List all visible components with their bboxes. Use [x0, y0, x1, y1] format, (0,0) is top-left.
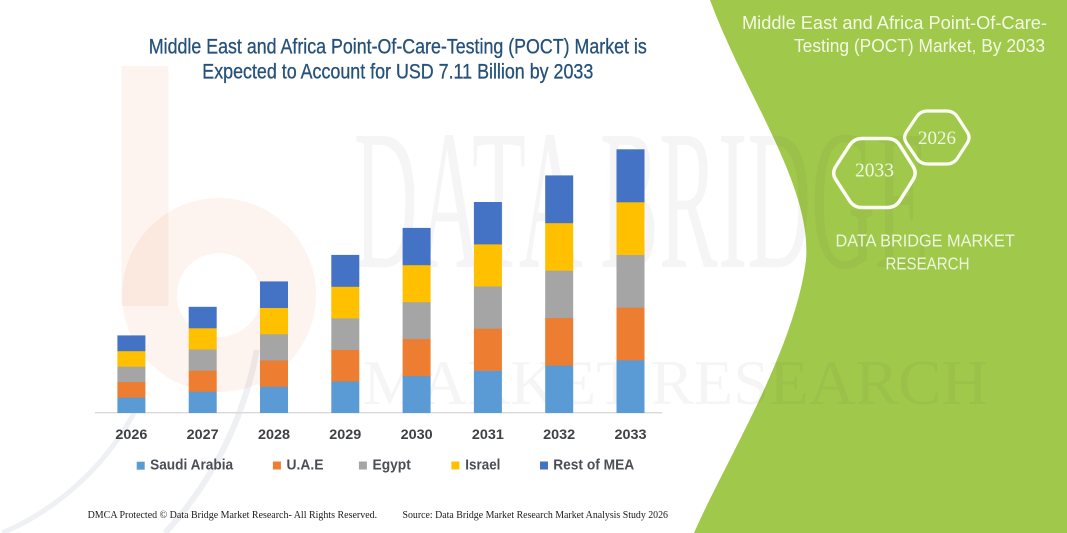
svg-text:Rest of MEA: Rest of MEA — [553, 457, 634, 474]
svg-text:RESEARCH: RESEARCH — [886, 253, 970, 273]
svg-text:2028: 2028 — [258, 427, 290, 443]
svg-text:2032: 2032 — [543, 427, 575, 443]
svg-text:DMCA Protected © Data Bridge M: DMCA Protected © Data Bridge Market Rese… — [88, 510, 378, 521]
svg-text:Source: Data Bridge Market Res: Source: Data Bridge Market Research Mark… — [403, 510, 669, 521]
svg-text:2031: 2031 — [472, 427, 504, 443]
svg-text:2029: 2029 — [329, 427, 361, 443]
svg-text:2033: 2033 — [855, 161, 894, 182]
svg-text:2026: 2026 — [918, 128, 956, 149]
svg-text:Middle East and Africa Point-O: Middle East and Africa Point-Of-Care-Tes… — [149, 35, 647, 58]
svg-text:Middle East and Africa Point-O: Middle East and Africa Point-Of-Care- — [742, 13, 1047, 33]
svg-text:U.A.E: U.A.E — [287, 457, 324, 474]
svg-text:Saudi Arabia: Saudi Arabia — [150, 457, 234, 474]
svg-text:Israel: Israel — [465, 457, 500, 474]
svg-text:2027: 2027 — [187, 427, 219, 443]
svg-text:Egypt: Egypt — [373, 457, 411, 474]
svg-text:2033: 2033 — [615, 427, 647, 443]
svg-text:Testing (POCT) Market, By 2033: Testing (POCT) Market, By 2033 — [794, 36, 1045, 56]
svg-text:Expected to Account for USD 7.: Expected to Account for USD 7.11 Billion… — [202, 60, 593, 83]
svg-text:MARKET RESEARCH: MARKET RESEARCH — [363, 347, 988, 418]
svg-text:DATA BRIDGE MARKET: DATA BRIDGE MARKET — [836, 231, 1016, 251]
svg-text:2026: 2026 — [115, 427, 147, 443]
svg-text:2030: 2030 — [401, 427, 433, 443]
